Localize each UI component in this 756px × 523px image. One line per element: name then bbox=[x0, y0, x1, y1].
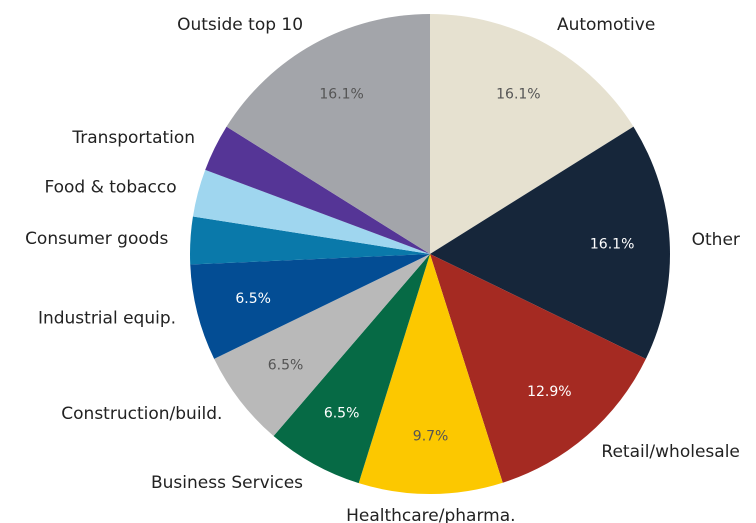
category-label: Construction/build. bbox=[61, 404, 222, 424]
category-label: Business Services bbox=[151, 473, 303, 493]
pie-slice bbox=[190, 216, 430, 265]
pie-slice bbox=[358, 254, 503, 494]
category-label: Transportation bbox=[71, 128, 195, 148]
pie-slice bbox=[430, 254, 646, 483]
value-label: 9.7% bbox=[413, 428, 449, 444]
category-label: Retail/wholesale bbox=[601, 442, 739, 462]
value-label: 6.5% bbox=[268, 357, 304, 373]
pie-slice bbox=[190, 254, 430, 359]
value-label: 6.5% bbox=[324, 406, 360, 422]
category-label: Industrial equip. bbox=[38, 308, 176, 328]
value-label: 16.1% bbox=[496, 86, 540, 102]
pie-slice bbox=[192, 169, 430, 254]
category-label: Automotive bbox=[557, 15, 655, 35]
value-label: 16.1% bbox=[590, 236, 634, 252]
value-label: 16.1% bbox=[319, 86, 363, 102]
category-label: Other bbox=[692, 230, 740, 250]
category-label: Outside top 10 bbox=[177, 15, 303, 35]
category-label: Healthcare/pharma. bbox=[346, 506, 515, 523]
pie-slice bbox=[226, 14, 430, 254]
value-label: 12.9% bbox=[527, 384, 571, 400]
category-label: Food & tobacco bbox=[44, 177, 176, 197]
pie-slice bbox=[273, 254, 430, 484]
pie-slice bbox=[430, 126, 670, 359]
pie-slice bbox=[214, 254, 430, 437]
value-label: 6.5% bbox=[235, 291, 271, 307]
pie-slice bbox=[205, 126, 430, 254]
category-label: Consumer goods bbox=[25, 229, 168, 249]
pie-slice bbox=[430, 14, 634, 254]
